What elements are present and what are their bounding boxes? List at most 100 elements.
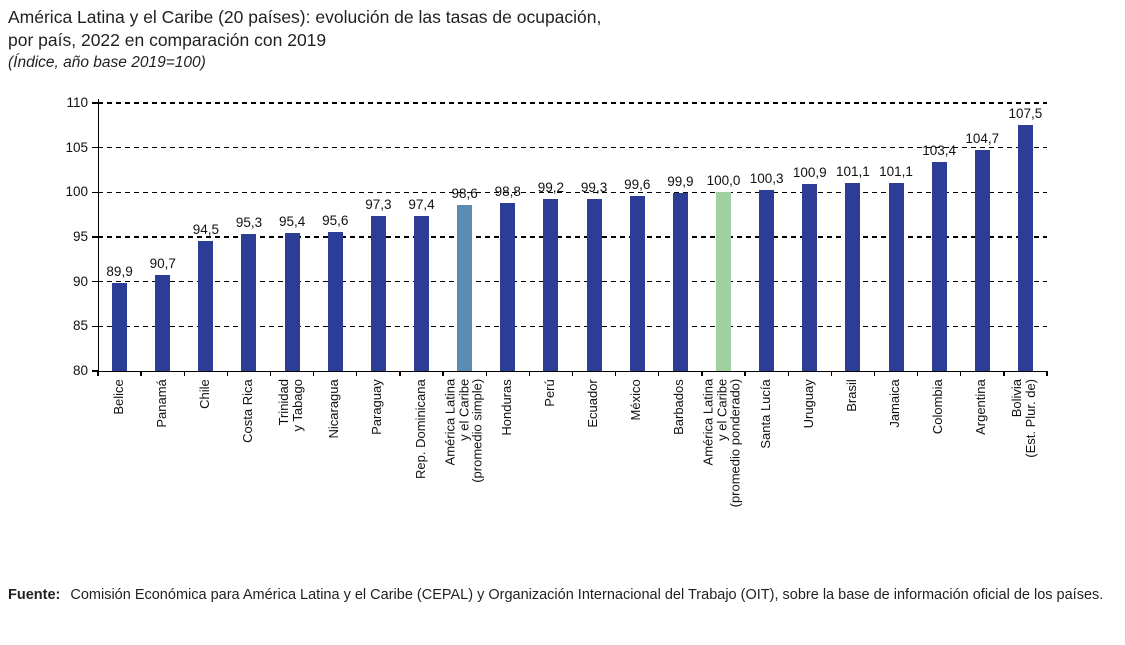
- y-gridline: [98, 325, 1047, 328]
- x-axis-tick: [960, 371, 962, 376]
- x-category-label: Perú: [541, 379, 557, 407]
- bar: [500, 203, 516, 371]
- x-axis-tick: [140, 371, 142, 376]
- y-tick-label: 80: [72, 363, 88, 378]
- y-tick-label: 85: [72, 318, 88, 334]
- bar-value-label: 94,5: [192, 222, 219, 238]
- x-category-label: Uruguay: [800, 379, 816, 429]
- y-axis-tick: [92, 102, 98, 104]
- x-axis-tick: [226, 371, 229, 376]
- bar: [845, 182, 861, 371]
- bar: [931, 161, 947, 371]
- bar: [888, 182, 904, 371]
- x-axis-tick: [356, 371, 358, 376]
- bar: [543, 199, 559, 371]
- bar: [629, 195, 645, 371]
- bar: [715, 192, 731, 371]
- y-tick-label: 110: [66, 95, 88, 110]
- y-axis-tick: [92, 281, 98, 283]
- x-category-label: Costa Rica: [239, 379, 255, 443]
- x-axis-tick: [183, 371, 185, 376]
- chart-title-line2: por país, 2022 en comparación con 2019: [8, 30, 327, 50]
- bar: [155, 275, 171, 371]
- source-note: Fuente: Comisión Económica para América …: [8, 583, 1120, 607]
- x-axis-tick: [916, 371, 919, 376]
- y-axis-tick: [92, 191, 98, 193]
- x-category-label: México: [627, 379, 643, 421]
- x-category-label: Jamaica: [886, 379, 902, 428]
- y-tick-label: 90: [72, 273, 88, 289]
- bar: [974, 150, 990, 371]
- x-axis-tick: [701, 371, 703, 376]
- bar-value-label: 104,7: [965, 131, 1000, 147]
- y-gridline: [98, 236, 1047, 238]
- x-axis-tick: [399, 371, 401, 376]
- chart-subtitle: (Índice, año base 2019=100): [8, 54, 206, 71]
- y-tick-label: 95: [72, 229, 88, 244]
- chart-title-block: América Latina y el Caribe (20 países): …: [8, 6, 601, 73]
- bar-value-label: 99,2: [537, 180, 565, 196]
- x-category-label: Argentina: [973, 379, 989, 435]
- x-axis-tick: [744, 371, 746, 376]
- x-axis-tick: [787, 371, 789, 376]
- bar: [370, 216, 386, 371]
- y-gridline: [98, 146, 1047, 149]
- x-axis-tick: [1003, 371, 1005, 376]
- x-category-label: Brasil: [843, 379, 859, 412]
- bar: [112, 282, 128, 371]
- bar-value-label: 99,3: [580, 179, 608, 195]
- x-category-label: Nicaragua: [326, 379, 341, 439]
- chart-title-line1: América Latina y el Caribe (20 países): …: [8, 7, 602, 27]
- bar-value-label: 101,1: [835, 163, 870, 179]
- x-axis-tick: [1046, 371, 1048, 376]
- y-tick-label: 100: [65, 184, 88, 200]
- x-axis-tick: [658, 371, 660, 376]
- y-gridline: [98, 191, 1047, 194]
- y-axis-tick: [92, 370, 98, 372]
- x-category-label: Paraguay: [369, 379, 385, 435]
- x-category-label: Honduras: [498, 379, 514, 436]
- x-category-label: América Latina y el Caribe (promedio pon…: [700, 379, 743, 508]
- x-axis-tick: [571, 371, 574, 376]
- y-axis-tick: [92, 325, 98, 327]
- x-axis-tick: [614, 371, 617, 376]
- bar-value-label: 95,6: [322, 212, 349, 228]
- bar: [198, 241, 214, 371]
- bar-chart: 80 85 90 95 100 105 110 89,9 Belice 90,7 Panamá 94,…: [65, 95, 1048, 508]
- bar: [327, 231, 343, 371]
- x-category-label: América Latina y el Caribe (promedio sim…: [441, 379, 484, 484]
- bar: [241, 234, 257, 371]
- y-tick-label: 105: [65, 139, 88, 155]
- bar: [1017, 125, 1033, 371]
- source-label: Fuente:: [8, 587, 61, 603]
- x-category-label: Ecuador: [584, 379, 600, 428]
- source-text: Comisión Económica para América Latina y…: [70, 587, 1104, 603]
- bar-value-label: 100,0: [706, 173, 741, 189]
- bar-value-label: 101,1: [879, 163, 913, 179]
- x-category-label: Trinidad y Tabago: [276, 379, 305, 432]
- x-axis-tick: [873, 371, 876, 376]
- x-axis-tick: [269, 371, 272, 376]
- bar-value-label: 90,7: [149, 256, 176, 272]
- bar: [284, 233, 300, 371]
- y-axis-tick: [92, 147, 98, 149]
- bar-value-label: 97,4: [408, 196, 435, 212]
- bar-value-label: 99,9: [667, 174, 694, 190]
- x-axis-tick: [97, 371, 99, 376]
- bar-value-label: 107,5: [1008, 106, 1043, 122]
- y-gridline: [98, 280, 1047, 283]
- bar-value-label: 95,3: [235, 215, 263, 231]
- bar-value-label: 98,8: [494, 184, 521, 200]
- x-category-label: Panamá: [153, 379, 169, 428]
- x-category-label: Belice: [110, 379, 126, 415]
- bar-value-label: 100,9: [792, 165, 827, 181]
- x-category-label: Santa Lucía: [757, 379, 773, 449]
- bar-value-label: 89,9: [106, 263, 133, 279]
- x-axis-tick: [313, 371, 315, 376]
- bar-value-label: 99,6: [624, 176, 651, 192]
- bar: [802, 184, 818, 371]
- x-category-label: Bolivia (Est. Plur. de): [1009, 379, 1038, 458]
- x-category-label: Barbados: [671, 379, 687, 435]
- bar-value-label: 97,3: [365, 197, 392, 213]
